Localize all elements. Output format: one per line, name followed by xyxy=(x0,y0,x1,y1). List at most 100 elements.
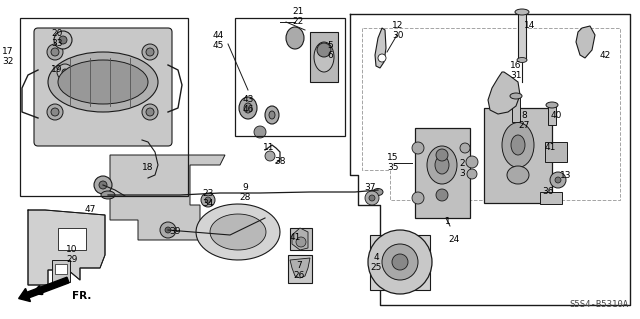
Polygon shape xyxy=(196,204,280,260)
Circle shape xyxy=(47,44,63,60)
Text: 44: 44 xyxy=(212,32,223,41)
Ellipse shape xyxy=(511,135,525,155)
Ellipse shape xyxy=(101,191,115,199)
Text: 37: 37 xyxy=(364,183,376,192)
Text: 2: 2 xyxy=(459,160,465,168)
Text: 43: 43 xyxy=(243,95,253,105)
Text: 11: 11 xyxy=(263,144,275,152)
Ellipse shape xyxy=(427,146,457,184)
Text: 39: 39 xyxy=(169,227,180,236)
Text: 26: 26 xyxy=(293,271,305,279)
Circle shape xyxy=(378,54,386,62)
Polygon shape xyxy=(28,210,105,285)
Ellipse shape xyxy=(515,9,529,15)
Bar xyxy=(484,108,552,203)
Text: 7: 7 xyxy=(296,261,302,270)
Bar xyxy=(512,96,520,122)
Circle shape xyxy=(99,181,107,189)
Circle shape xyxy=(296,237,306,247)
Circle shape xyxy=(555,177,561,183)
Circle shape xyxy=(460,143,470,153)
Text: 1: 1 xyxy=(445,218,451,226)
Ellipse shape xyxy=(314,42,334,72)
Bar xyxy=(370,235,430,290)
Text: 40: 40 xyxy=(550,112,562,121)
Bar xyxy=(58,228,86,250)
Text: 47: 47 xyxy=(84,205,96,214)
Ellipse shape xyxy=(58,60,148,104)
Circle shape xyxy=(51,48,59,56)
Circle shape xyxy=(466,156,478,168)
Text: 8: 8 xyxy=(521,112,527,121)
Text: 30: 30 xyxy=(392,31,404,40)
Ellipse shape xyxy=(269,111,275,119)
Circle shape xyxy=(201,193,215,207)
Ellipse shape xyxy=(265,106,279,124)
Text: 12: 12 xyxy=(392,20,404,29)
Circle shape xyxy=(57,64,73,80)
Text: 34: 34 xyxy=(202,199,214,209)
Text: 24: 24 xyxy=(449,235,460,244)
Circle shape xyxy=(369,195,375,201)
Text: 16: 16 xyxy=(510,61,522,70)
Circle shape xyxy=(368,230,432,294)
Ellipse shape xyxy=(435,156,449,174)
Ellipse shape xyxy=(507,166,529,184)
Circle shape xyxy=(467,169,477,179)
Text: 20: 20 xyxy=(51,28,63,38)
Circle shape xyxy=(254,126,266,138)
Circle shape xyxy=(62,69,68,75)
Text: 17: 17 xyxy=(3,48,13,56)
Text: 13: 13 xyxy=(560,170,572,180)
Text: 28: 28 xyxy=(239,194,251,203)
Circle shape xyxy=(205,197,211,203)
Bar xyxy=(310,32,338,82)
Text: FR.: FR. xyxy=(72,291,92,301)
Bar xyxy=(545,142,567,162)
Ellipse shape xyxy=(286,27,304,49)
Circle shape xyxy=(146,48,154,56)
Circle shape xyxy=(94,176,112,194)
Bar xyxy=(518,12,526,60)
Circle shape xyxy=(550,172,566,188)
Circle shape xyxy=(412,142,424,154)
Ellipse shape xyxy=(517,57,527,63)
Bar xyxy=(20,18,188,196)
Polygon shape xyxy=(576,26,595,58)
Circle shape xyxy=(54,31,72,49)
FancyArrow shape xyxy=(19,277,69,301)
Text: 41: 41 xyxy=(544,144,556,152)
Text: 15: 15 xyxy=(387,153,399,162)
Polygon shape xyxy=(290,258,310,278)
Circle shape xyxy=(51,108,59,116)
Polygon shape xyxy=(210,214,266,250)
Bar xyxy=(548,105,556,125)
Text: 25: 25 xyxy=(371,263,381,272)
Text: 45: 45 xyxy=(212,41,224,50)
Ellipse shape xyxy=(546,102,558,108)
Circle shape xyxy=(412,192,424,204)
Bar xyxy=(55,264,67,274)
Bar xyxy=(415,128,470,218)
Text: S5S4-B5310A: S5S4-B5310A xyxy=(569,300,628,309)
Text: 31: 31 xyxy=(510,70,522,79)
Text: 9: 9 xyxy=(242,183,248,192)
Polygon shape xyxy=(292,228,308,250)
Bar xyxy=(52,260,70,282)
Ellipse shape xyxy=(510,93,522,99)
Text: 5: 5 xyxy=(327,41,333,49)
Text: 19: 19 xyxy=(51,65,63,75)
Circle shape xyxy=(142,44,158,60)
Ellipse shape xyxy=(48,52,158,112)
Ellipse shape xyxy=(239,97,257,119)
Circle shape xyxy=(365,191,379,205)
Text: 36: 36 xyxy=(542,188,554,197)
Polygon shape xyxy=(110,155,225,240)
Text: 38: 38 xyxy=(275,158,285,167)
Circle shape xyxy=(142,104,158,120)
Text: 41: 41 xyxy=(289,233,301,241)
Text: 18: 18 xyxy=(142,164,154,173)
Circle shape xyxy=(165,227,171,233)
Circle shape xyxy=(59,36,67,44)
Circle shape xyxy=(265,151,275,161)
